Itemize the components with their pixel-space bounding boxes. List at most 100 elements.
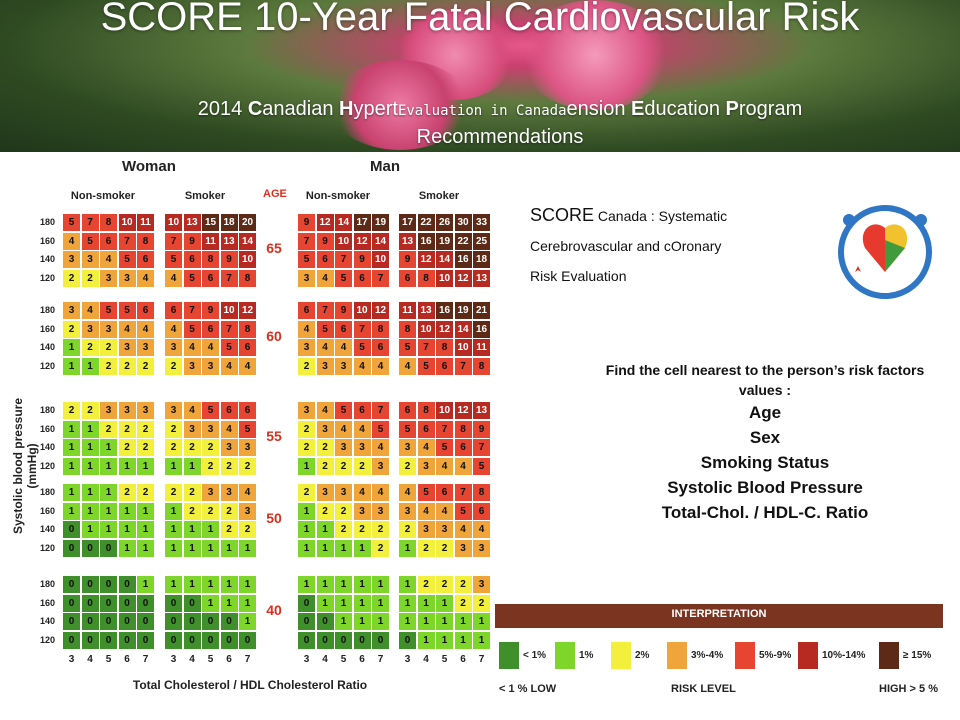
risk-cell-man-smoker-age50: 4 xyxy=(417,502,435,520)
risk-cell-man-smoker-age50: 8 xyxy=(473,484,490,501)
risk-cell-woman-smoker-age65: 4 xyxy=(165,269,182,287)
bp-label: 180 xyxy=(40,579,56,589)
risk-cell-man-smoker-age40: 1 xyxy=(454,613,472,630)
risk-cell-woman-smoker-age65: 11 xyxy=(202,232,219,250)
risk-cell-man-smoker-age50: 3 xyxy=(454,539,472,557)
risk-cell-woman-nonsmoker-age50: 1 xyxy=(118,521,136,538)
risk-cell-man-smoker-age65: 26 xyxy=(436,214,453,231)
risk-cell-woman-smoker-age65: 6 xyxy=(183,251,201,268)
risk-cell-woman-smoker-age50: 1 xyxy=(202,539,219,557)
woman-header: Woman xyxy=(122,158,176,175)
risk-cell-woman-nonsmoker-age60: 3 xyxy=(118,339,136,356)
risk-cell-woman-nonsmoker-age40: 0 xyxy=(100,613,117,630)
risk-cell-woman-smoker-age50: 1 xyxy=(202,521,219,538)
legend-label: 2% xyxy=(635,650,650,661)
risk-cell-man-nonsmoker-age40: 1 xyxy=(372,576,389,593)
score-desc-line2: Cerebrovascular and cOronary xyxy=(530,238,722,254)
risk-cell-man-smoker-age65: 25 xyxy=(473,232,490,250)
risk-cell-woman-nonsmoker-age65: 6 xyxy=(137,251,154,268)
risk-cell-woman-nonsmoker-age40: 0 xyxy=(118,613,136,630)
risk-cell-man-nonsmoker-age60: 7 xyxy=(316,302,334,319)
risk-cell-man-smoker-age60: 10 xyxy=(454,339,472,356)
risk-cell-man-smoker-age40: 2 xyxy=(454,576,472,593)
risk-cell-woman-smoker-age65: 14 xyxy=(239,232,256,250)
risk-cell-woman-smoker-age40: 1 xyxy=(165,576,182,593)
risk-cell-man-nonsmoker-age40: 1 xyxy=(353,613,371,630)
risk-cell-woman-nonsmoker-age65: 3 xyxy=(81,251,99,268)
risk-cell-woman-smoker-age40: 0 xyxy=(165,594,182,612)
risk-cell-man-smoker-age40: 0 xyxy=(399,631,416,649)
bp-label: 160 xyxy=(40,323,56,334)
bp-label: 180 xyxy=(40,487,56,497)
risk-cell-man-smoker-age55: 3 xyxy=(399,439,416,456)
risk-cell-man-nonsmoker-age40: 1 xyxy=(298,576,315,593)
score-desc-line1: Canada : Systematic xyxy=(597,208,728,224)
risk-cell-man-nonsmoker-age65: 5 xyxy=(298,251,315,268)
risk-cell-woman-smoker-age65: 6 xyxy=(202,269,219,287)
risk-cell-woman-smoker-age40: 0 xyxy=(183,631,201,649)
legend-label: ≥ 15% xyxy=(903,650,932,661)
risk-cell-man-nonsmoker-age65: 12 xyxy=(316,214,334,231)
ratio-label: 4 xyxy=(423,654,429,665)
risk-cell-man-nonsmoker-age40: 1 xyxy=(353,594,371,612)
risk-cell-woman-nonsmoker-age60: 1 xyxy=(63,357,80,375)
risk-cell-woman-smoker-age40: 0 xyxy=(239,631,256,649)
risk-cell-woman-nonsmoker-age50: 1 xyxy=(137,502,154,520)
risk-cell-man-nonsmoker-age55: 2 xyxy=(353,457,371,475)
ratio-label: 3 xyxy=(170,654,177,665)
legend-swatch xyxy=(611,642,631,669)
risk-cell-man-nonsmoker-age50: 2 xyxy=(372,521,389,538)
risk-cell-woman-nonsmoker-age50: 1 xyxy=(137,539,154,557)
risk-cell-man-smoker-age40: 2 xyxy=(454,594,472,612)
risk-cell-man-smoker-age60: 19 xyxy=(454,302,472,319)
risk-cell-man-nonsmoker-age55: 6 xyxy=(353,402,371,419)
risk-cell-woman-nonsmoker-age65: 7 xyxy=(118,232,136,250)
risk-cell-man-nonsmoker-age65: 6 xyxy=(316,251,334,268)
risk-cell-woman-smoker-age50: 2 xyxy=(220,502,238,520)
risk-cell-woman-nonsmoker-age65: 11 xyxy=(137,214,154,231)
risk-cell-woman-smoker-age40: 1 xyxy=(202,594,219,612)
risk-cell-woman-smoker-age50: 2 xyxy=(183,484,201,501)
risk-cell-man-smoker-age50: 3 xyxy=(473,539,490,557)
risk-cell-man-nonsmoker-age40: 0 xyxy=(298,594,315,612)
risk-cell-man-nonsmoker-age40: 1 xyxy=(335,576,352,593)
risk-cell-man-smoker-age40: 1 xyxy=(436,631,453,649)
risk-cell-man-nonsmoker-age55: 3 xyxy=(353,439,371,456)
risk-cell-man-smoker-age65: 16 xyxy=(417,232,435,250)
page-subtitle: 2014 Canadian HypertEvaluation in Canada… xyxy=(197,98,803,148)
risk-cell-man-nonsmoker-age40: 1 xyxy=(316,594,334,612)
risk-cell-man-smoker-age60: 6 xyxy=(436,357,453,375)
risk-cell-woman-nonsmoker-age50: 1 xyxy=(100,484,117,501)
risk-cell-woman-smoker-age65: 10 xyxy=(165,214,182,231)
risk-cell-man-smoker-age55: 9 xyxy=(473,420,490,438)
x-axis-label: Total Cholesterol / HDL Cholesterol Rati… xyxy=(132,678,368,692)
risk-cell-man-nonsmoker-age55: 3 xyxy=(335,439,352,456)
risk-cell-woman-nonsmoker-age60: 1 xyxy=(81,357,99,375)
risk-cell-woman-nonsmoker-age60: 2 xyxy=(81,339,99,356)
risk-cell-woman-smoker-age60: 12 xyxy=(239,302,256,319)
risk-cell-woman-smoker-age55: 4 xyxy=(220,420,238,438)
risk-cell-man-nonsmoker-age65: 4 xyxy=(316,269,334,287)
risk-cell-woman-smoker-age55: 6 xyxy=(220,402,238,419)
risk-cell-man-nonsmoker-age60: 8 xyxy=(372,320,389,338)
risk-cell-man-nonsmoker-age55: 4 xyxy=(335,420,352,438)
risk-cell-woman-nonsmoker-age60: 2 xyxy=(100,339,117,356)
risk-cell-woman-smoker-age40: 0 xyxy=(220,613,238,630)
bp-label: 160 xyxy=(40,505,56,516)
risk-cell-man-nonsmoker-age40: 0 xyxy=(298,631,315,649)
risk-cell-woman-smoker-age55: 6 xyxy=(239,402,256,419)
risk-cell-woman-nonsmoker-age40: 0 xyxy=(100,594,117,612)
risk-cell-woman-smoker-age50: 1 xyxy=(165,502,182,520)
age-label: 55 xyxy=(266,428,282,444)
risk-cell-woman-nonsmoker-age55: 3 xyxy=(100,402,117,419)
risk-cell-man-smoker-age55: 4 xyxy=(436,457,453,475)
man-nonsmoker-header: Non-smoker xyxy=(305,190,371,202)
woman-nonsmoker-header: Non-smoker xyxy=(70,190,136,202)
risk-cell-man-nonsmoker-age60: 2 xyxy=(298,357,315,375)
risk-cell-man-nonsmoker-age50: 3 xyxy=(372,502,389,520)
ratio-label: 6 xyxy=(124,654,130,665)
risk-cell-man-nonsmoker-age55: 2 xyxy=(316,457,334,475)
risk-cell-woman-nonsmoker-age55: 2 xyxy=(63,402,80,419)
risk-cell-man-nonsmoker-age60: 4 xyxy=(372,357,389,375)
risk-cell-woman-smoker-age55: 4 xyxy=(183,402,201,419)
